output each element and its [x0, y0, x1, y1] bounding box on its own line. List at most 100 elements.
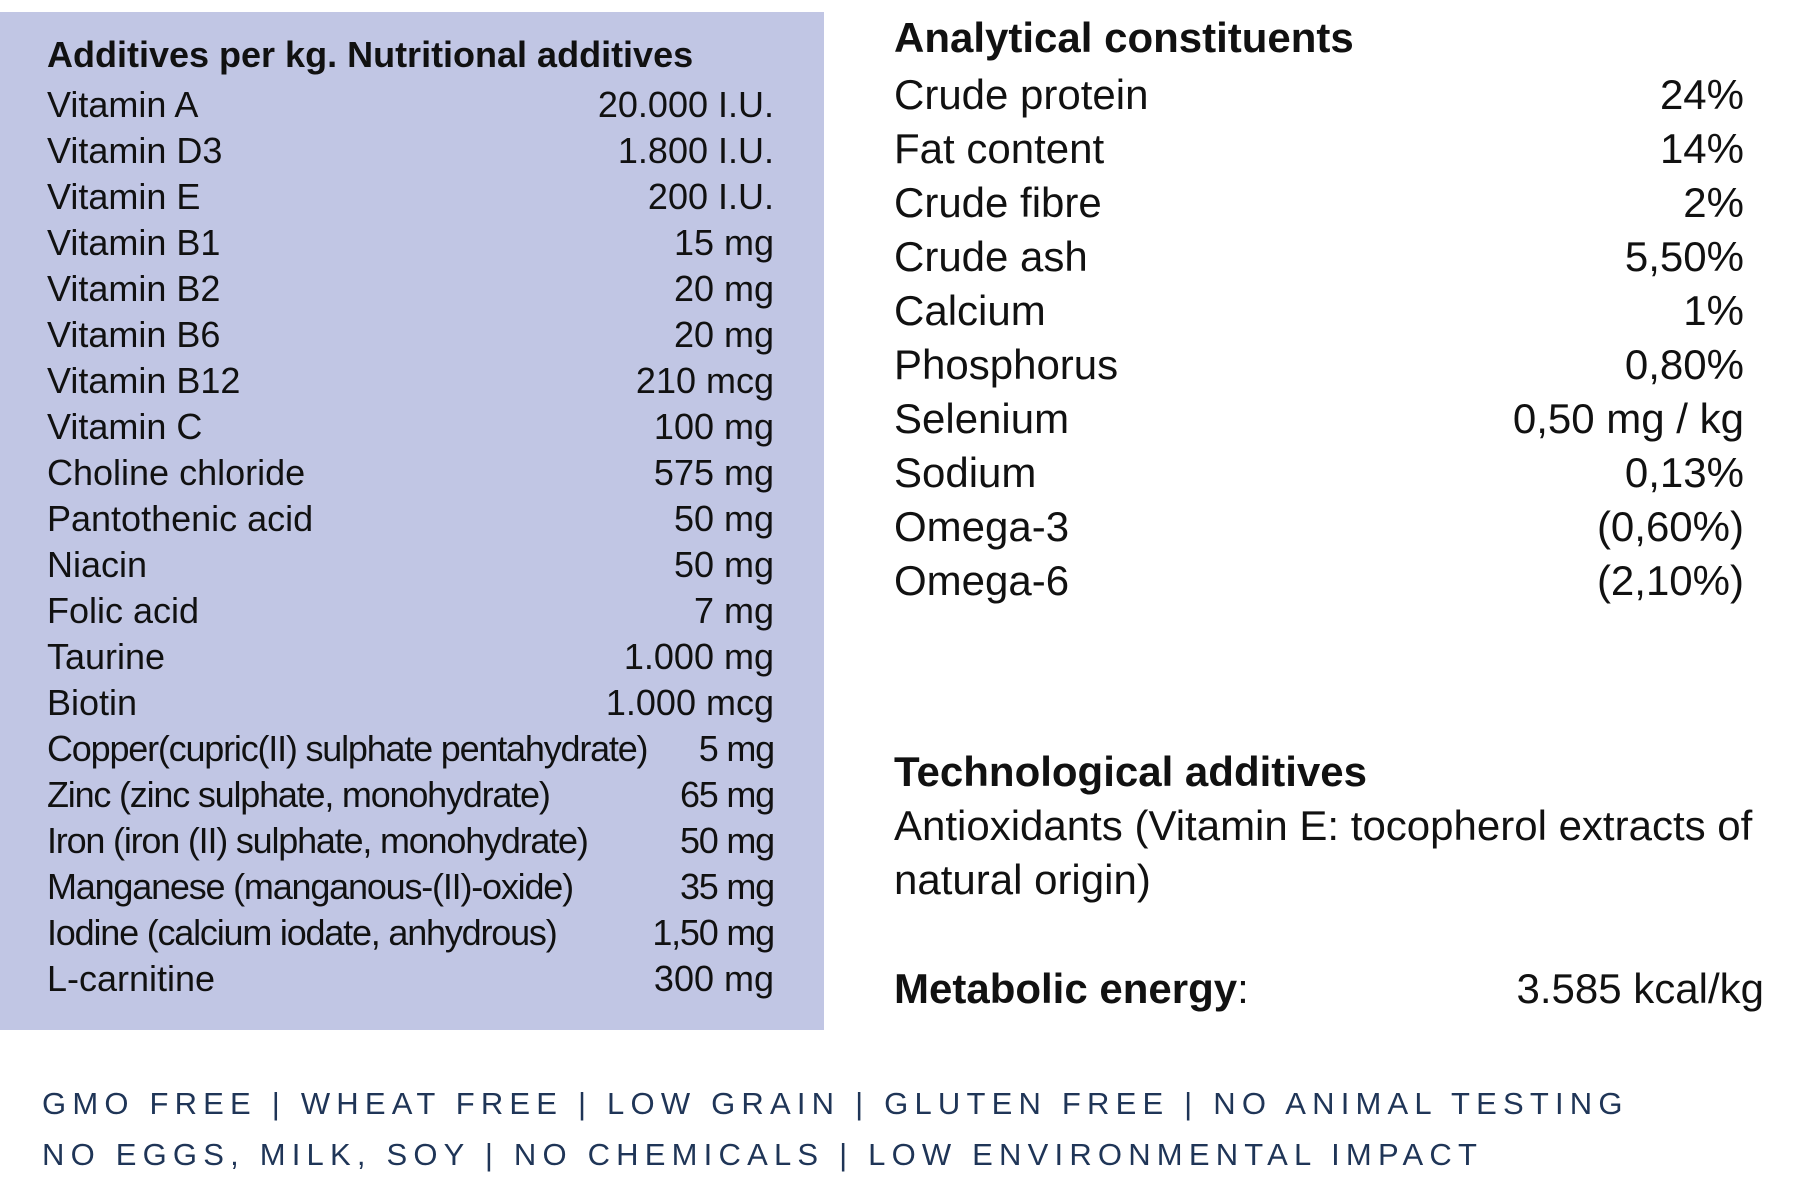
table-row: Copper(cupric(II) sulphate pentahydrate)…	[47, 726, 775, 772]
table-row: Vitamin B12 210 mcg	[47, 358, 774, 404]
row-label: Crude protein	[894, 71, 1149, 118]
table-row: Manganese (manganous-(II)-oxide) 35 mg	[47, 864, 775, 910]
table-row: Pantothenic acid 50 mg	[47, 496, 774, 542]
row-value: 2%	[1683, 179, 1744, 226]
table-row: Omega-3 (0,60%)	[894, 500, 1764, 554]
analytical-constituents-panel: Analytical constituents Crude protein 24%…	[894, 12, 1764, 608]
product-claims: GMO FREE | WHEAT FREE | LOW GRAIN | GLUT…	[42, 1078, 1782, 1180]
table-row: Crude fibre 2%	[894, 176, 1764, 230]
row-label: Vitamin B1	[47, 222, 221, 263]
table-row: Crude ash 5,50%	[894, 230, 1764, 284]
row-value: 50 mg	[679, 820, 775, 861]
row-value: 200 I.U.	[647, 176, 774, 217]
row-value: 5 mg	[698, 728, 775, 769]
row-value: 1.000 mg	[623, 636, 774, 677]
row-label: Crude fibre	[894, 179, 1102, 226]
row-label: Crude ash	[894, 233, 1088, 280]
row-label: L-carnitine	[47, 958, 216, 999]
row-value: 65 mg	[679, 774, 775, 815]
nutritional-additives-panel: Additives per kg. Nutritional additives …	[0, 12, 824, 1030]
table-row: Iodine (calcium iodate, anhydrous) 1,50 m…	[47, 910, 775, 956]
row-label: Biotin	[47, 682, 138, 723]
row-label: Vitamin B2	[47, 268, 221, 309]
row-label: Zinc (zinc sulphate, monohydrate)	[47, 774, 551, 815]
table-row: Iron (iron (II) sulphate, monohydrate) 50…	[47, 818, 775, 864]
row-label: Calcium	[894, 287, 1046, 334]
row-label: Niacin	[47, 544, 148, 585]
table-row: Vitamin B6 20 mg	[47, 312, 774, 358]
nutritional-additives-title: Additives per kg. Nutritional additives	[47, 34, 694, 75]
row-label: Vitamin E	[47, 176, 201, 217]
row-value: (2,10%)	[1596, 557, 1744, 604]
row-value: 1.000 mcg	[605, 682, 774, 723]
row-label: Sodium	[894, 449, 1037, 496]
row-value: 15 mg	[673, 222, 774, 263]
table-row: Vitamin C 100 mg	[47, 404, 774, 450]
table-row: Vitamin D3 1.800 I.U.	[47, 128, 774, 174]
metabolic-energy-row: Metabolic energy: 3.585 kcal/kg	[894, 962, 1764, 1016]
row-value: 1,50 mg	[652, 912, 775, 953]
row-value: 20 mg	[673, 314, 774, 355]
row-label: Omega-6	[894, 557, 1070, 604]
table-row: Vitamin B2 20 mg	[47, 266, 774, 312]
row-label: Vitamin B12	[47, 360, 241, 401]
table-row: Choline chloride 575 mg	[47, 450, 774, 496]
table-row: Crude protein 24%	[894, 68, 1764, 122]
table-row: Vitamin B1 15 mg	[47, 220, 774, 266]
row-label: Phosphorus	[894, 341, 1119, 388]
technological-additives-text: Antioxidants (Vitamin E: tocopherol extr…	[894, 802, 1753, 903]
row-label: Copper(cupric(II) sulphate pentahydrate)	[47, 728, 649, 769]
row-value: 300 mg	[653, 958, 774, 999]
row-value: 5,50%	[1624, 233, 1744, 280]
row-label: Taurine	[47, 636, 166, 677]
row-value: 20 mg	[673, 268, 774, 309]
table-row: Sodium 0,13%	[894, 446, 1764, 500]
row-value: 50 mg	[673, 544, 774, 585]
row-label: Selenium	[894, 395, 1070, 442]
table-row: Folic acid 7 mg	[47, 588, 774, 634]
row-value: 575 mg	[653, 452, 774, 493]
analytical-constituents-list: Crude protein 24% Fat content 14% Crude fibr…	[894, 68, 1764, 608]
metabolic-energy-label: Metabolic energy	[894, 965, 1238, 1012]
table-row: Calcium 1%	[894, 284, 1764, 338]
row-label: Manganese (manganous-(II)-oxide)	[47, 866, 574, 907]
row-label: Omega-3	[894, 503, 1070, 550]
row-value: 14%	[1659, 125, 1744, 172]
technological-additives-section: Technological additives Antioxidants (Vi…	[894, 745, 1774, 907]
table-row: Fat content 14%	[894, 122, 1764, 176]
row-label: Choline chloride	[47, 452, 306, 493]
row-label: Vitamin D3	[47, 130, 223, 171]
table-row: Niacin 50 mg	[47, 542, 774, 588]
row-value: 35 mg	[679, 866, 775, 907]
row-value: 7 mg	[693, 590, 774, 631]
row-value: 210 mcg	[635, 360, 774, 401]
table-row: Phosphorus 0,80%	[894, 338, 1764, 392]
claims-line-2: NO EGGS, MILK, SOY | NO CHEMICALS | LOW …	[42, 1137, 1484, 1172]
row-value: (0,60%)	[1596, 503, 1744, 550]
metabolic-energy-colon: :	[1237, 965, 1249, 1012]
table-row: Taurine 1.000 mg	[47, 634, 774, 680]
row-label: Pantothenic acid	[47, 498, 314, 539]
row-label: Vitamin B6	[47, 314, 221, 355]
row-value: 0,50 mg / kg	[1512, 395, 1744, 442]
technological-additives-title: Technological additives	[894, 748, 1367, 795]
row-value: 0,13%	[1624, 449, 1744, 496]
row-value: 1.800 I.U.	[617, 130, 774, 171]
row-label: Folic acid	[47, 590, 200, 631]
row-value: 100 mg	[653, 406, 774, 447]
metabolic-energy-value: 3.585 kcal/kg	[1516, 965, 1765, 1012]
nutritional-additives-list: Vitamin A 20.000 I.U. Vitamin D3 1.800 I.U.…	[47, 82, 775, 1002]
row-label: Iron (iron (II) sulphate, monohydrate)	[47, 820, 589, 861]
row-value: 0,80%	[1624, 341, 1744, 388]
row-value: 20.000 I.U.	[597, 84, 774, 125]
analytical-constituents-title: Analytical constituents	[894, 14, 1354, 61]
claims-line-1: GMO FREE | WHEAT FREE | LOW GRAIN | GLUT…	[42, 1086, 1629, 1121]
table-row: Vitamin E 200 I.U.	[47, 174, 774, 220]
metabolic-energy-label-wrap: Metabolic energy:	[894, 962, 1249, 1016]
table-row: L-carnitine 300 mg	[47, 956, 774, 1002]
row-value: 24%	[1659, 71, 1744, 118]
table-row: Vitamin A 20.000 I.U.	[47, 82, 774, 128]
table-row: Selenium 0,50 mg / kg	[894, 392, 1764, 446]
row-label: Vitamin A	[47, 84, 199, 125]
row-label: Fat content	[894, 125, 1105, 172]
